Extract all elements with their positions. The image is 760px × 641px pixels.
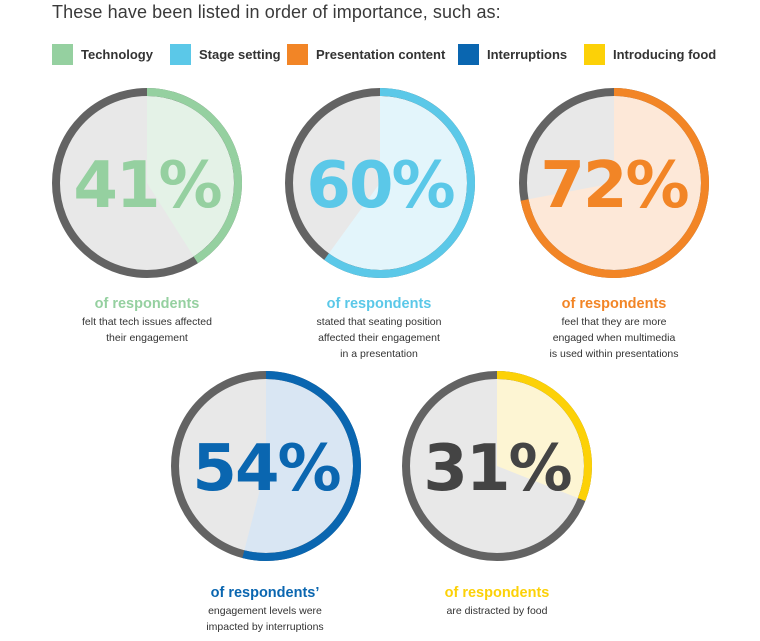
legend-item-interruptions: Interruptions <box>458 42 567 66</box>
caption-line: engagement levels were <box>208 605 322 617</box>
pie-ring-value-introducing-food <box>496 371 592 501</box>
legend-swatch-presentation-content <box>287 43 308 65</box>
caption-technology: of respondents felt that tech issues aff… <box>52 296 242 346</box>
caption-line: felt that tech issues affected <box>82 316 212 328</box>
legend-swatch-stage-setting <box>170 43 191 65</box>
pie-ring-value-technology <box>146 88 242 264</box>
pie-chart-technology: 41% <box>52 88 242 278</box>
caption-line: in a presentation <box>340 348 418 360</box>
pie-chart-presentation-content: 72% <box>519 88 709 278</box>
caption-title-presentation-content: of respondents <box>561 296 667 312</box>
pie-value-label-introducing-food: 31% <box>423 432 571 506</box>
pie-value-label-stage-setting: 60% <box>306 149 454 223</box>
legend-swatch-introducing-food <box>584 43 605 65</box>
legend-label-presentation-content: Presentation content <box>316 46 446 62</box>
pie-slice-interruptions <box>243 375 357 557</box>
caption-line: is used within presentations <box>549 348 679 360</box>
caption-line: their engagement <box>106 332 188 344</box>
pie-ring-value-stage-setting <box>324 88 475 278</box>
legend-label-stage-setting: Stage setting <box>199 46 281 62</box>
caption-title-technology: of respondents <box>94 296 200 312</box>
legend-swatch-interruptions <box>458 43 479 65</box>
pie-value-label-presentation-content: 72% <box>540 149 688 223</box>
pie-ring-value-presentation-content <box>520 88 709 278</box>
pie-slice-presentation-content <box>524 92 705 275</box>
caption-line: engaged when multimedia <box>552 332 676 344</box>
pie-value-label-interruptions: 54% <box>192 432 340 506</box>
caption-title-introducing-food: of respondents <box>444 585 550 601</box>
pie-slice-stage-setting <box>326 92 472 274</box>
pie-ring-value-interruptions <box>242 371 361 561</box>
legend-label-technology: Technology <box>81 46 153 62</box>
intro-heading: These have been listed in order of impor… <box>52 2 501 22</box>
legend-label-interruptions: Interruptions <box>487 46 568 62</box>
caption-introducing-food: of respondents are distracted by food <box>402 585 592 619</box>
legend-item-presentation-content: Presentation content <box>287 42 445 66</box>
pie-value-label-technology: 41% <box>73 149 221 223</box>
pie-chart-interruptions: 54% <box>171 371 361 561</box>
caption-line: impacted by interruptions <box>206 621 324 633</box>
legend-label-introducing-food: Introducing food <box>613 46 717 62</box>
caption-stage-setting: of respondents stated that seating posit… <box>284 296 474 362</box>
caption-line: are distracted by food <box>446 605 548 617</box>
caption-line: stated that seating position <box>316 316 442 328</box>
legend-item-technology: Technology <box>52 42 153 66</box>
caption-interruptions: of respondents’ engagement levels were i… <box>170 585 360 635</box>
caption-title-stage-setting: of respondents <box>326 296 432 312</box>
caption-title-interruptions: of respondents’ <box>210 585 320 601</box>
caption-line: feel that they are more <box>561 316 667 328</box>
legend-item-introducing-food: Introducing food <box>584 42 716 66</box>
pie-chart-stage-setting: 60% <box>285 88 475 278</box>
pie-chart-introducing-food: 31% <box>402 371 592 561</box>
legend-swatch-technology <box>52 43 73 65</box>
caption-presentation-content: of respondents feel that they are more e… <box>519 296 709 362</box>
caption-line: affected their engagement <box>318 332 440 344</box>
legend-item-stage-setting: Stage setting <box>170 42 281 66</box>
pie-slice-technology <box>147 92 238 260</box>
